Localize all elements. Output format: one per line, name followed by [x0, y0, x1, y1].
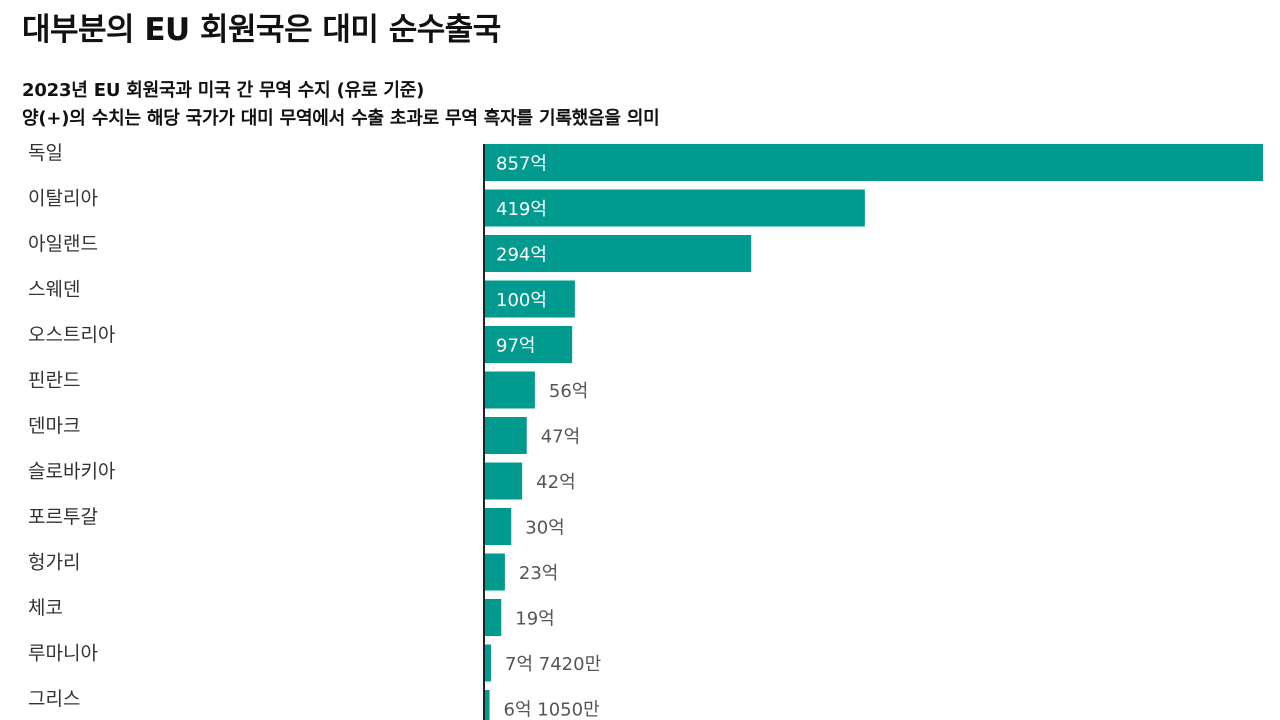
value-label: 6억 1050만 [504, 700, 600, 720]
value-label: 97억 [496, 336, 535, 357]
category-label: 루마니아 [28, 643, 98, 665]
chart-title: 대부분의 EU 회원국은 대미 순수출국 [22, 12, 501, 48]
bar [484, 644, 492, 682]
value-label: 100억 [496, 290, 547, 311]
category-label: 슬로바키아 [28, 461, 115, 483]
bar [484, 599, 502, 636]
category-label: 헝가리 [28, 552, 80, 574]
value-label: 857억 [496, 154, 547, 175]
category-label: 그리스 [28, 688, 80, 710]
category-label: 아일랜드 [28, 233, 98, 255]
value-label: 42억 [536, 472, 575, 493]
bar [484, 189, 865, 227]
category-label: 스웨덴 [28, 279, 80, 301]
bar [484, 371, 535, 409]
bar [484, 690, 490, 720]
bar [484, 280, 575, 318]
bar [484, 417, 527, 454]
bar [484, 326, 573, 363]
category-label: 오스트리아 [28, 324, 115, 346]
category-label: 체코 [28, 597, 63, 619]
chart-subtitle-line1: 2023년 EU 회원국과 미국 간 무역 수지 (유로 기준) [22, 80, 425, 101]
bar [484, 462, 523, 500]
bar [484, 553, 505, 591]
category-label: 포르투갈 [28, 506, 98, 528]
bar [484, 235, 752, 272]
value-label: 7억 7420만 [505, 654, 601, 675]
bar [484, 508, 512, 545]
chart-subtitle-line2: 양(+)의 수치는 해당 국가가 대미 무역에서 수출 초과로 무역 흑자를 기… [22, 108, 660, 129]
bar [484, 144, 1263, 181]
category-label: 핀란드 [28, 370, 80, 392]
category-label: 독일 [28, 142, 63, 164]
category-label: 덴마크 [28, 415, 80, 437]
value-label: 294억 [496, 245, 547, 266]
value-label: 56억 [549, 381, 588, 402]
value-label: 47억 [541, 427, 580, 448]
value-label: 419억 [496, 199, 547, 220]
value-label: 23억 [519, 563, 558, 584]
value-label: 19억 [515, 609, 554, 630]
value-label: 30억 [525, 518, 564, 539]
category-label: 이탈리아 [28, 188, 98, 210]
